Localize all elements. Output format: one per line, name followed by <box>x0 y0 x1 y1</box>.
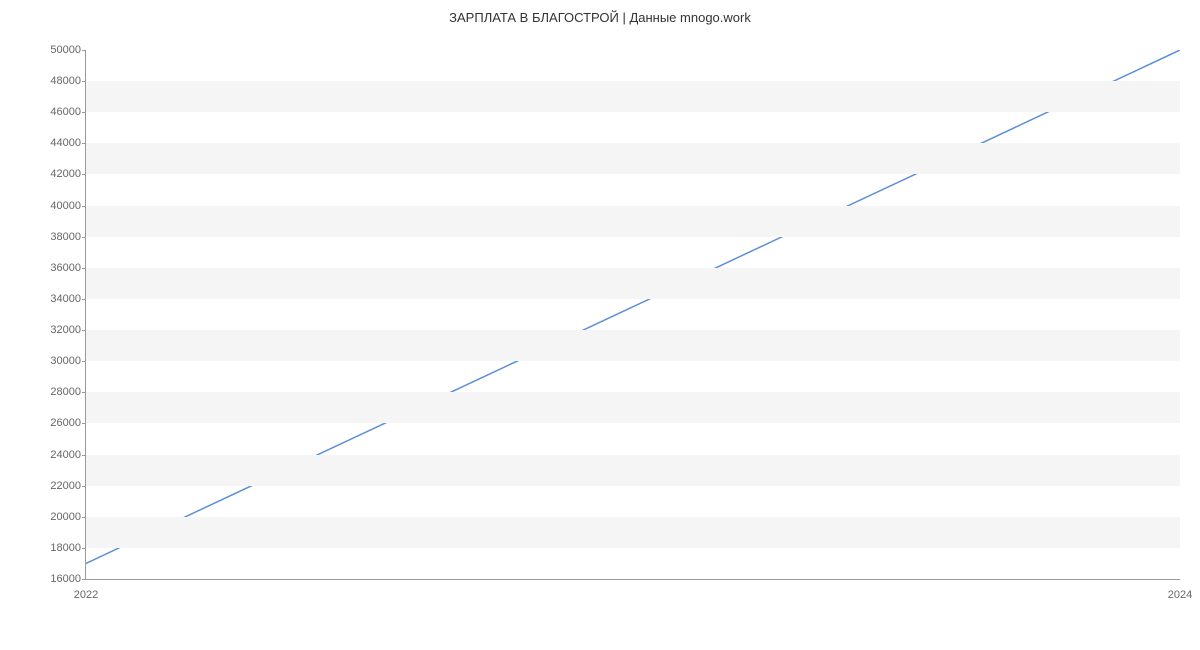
ytick-mark <box>82 517 86 518</box>
chart-title: ЗАРПЛАТА В БЛАГОСТРОЙ | Данные mnogo.wor… <box>0 10 1200 25</box>
ytick-label: 42000 <box>36 168 81 180</box>
ytick-mark <box>82 206 86 207</box>
data-line-svg <box>86 50 1180 579</box>
ytick-mark <box>82 112 86 113</box>
data-line <box>86 50 1180 563</box>
ytick-mark <box>82 361 86 362</box>
ytick-label: 24000 <box>36 449 81 461</box>
ytick-label: 46000 <box>36 106 81 118</box>
grid-band <box>86 517 1180 548</box>
ytick-label: 26000 <box>36 417 81 429</box>
ytick-label: 18000 <box>36 542 81 554</box>
chart-container: 1600018000200002200024000260002800030000… <box>85 35 1180 595</box>
ytick-label: 44000 <box>36 137 81 149</box>
grid-band <box>86 206 1180 237</box>
plot-area: 1600018000200002200024000260002800030000… <box>85 50 1180 580</box>
ytick-mark <box>82 299 86 300</box>
ytick-label: 22000 <box>36 480 81 492</box>
ytick-mark <box>82 423 86 424</box>
grid-band <box>86 330 1180 361</box>
ytick-mark <box>82 50 86 51</box>
ytick-label: 20000 <box>36 511 81 523</box>
grid-band <box>86 455 1180 486</box>
ytick-mark <box>82 486 86 487</box>
xtick-label: 2022 <box>74 589 98 601</box>
ytick-mark <box>82 579 86 580</box>
ytick-mark <box>82 268 86 269</box>
ytick-label: 36000 <box>36 262 81 274</box>
ytick-label: 50000 <box>36 44 81 56</box>
xtick-label: 2024 <box>1168 589 1192 601</box>
grid-band <box>86 143 1180 174</box>
grid-band <box>86 392 1180 423</box>
grid-band <box>86 81 1180 112</box>
ytick-mark <box>82 237 86 238</box>
ytick-label: 32000 <box>36 324 81 336</box>
ytick-mark <box>82 143 86 144</box>
ytick-label: 30000 <box>36 355 81 367</box>
ytick-mark <box>82 174 86 175</box>
ytick-label: 38000 <box>36 231 81 243</box>
grid-band <box>86 268 1180 299</box>
ytick-mark <box>82 455 86 456</box>
ytick-mark <box>82 548 86 549</box>
ytick-mark <box>82 81 86 82</box>
ytick-label: 34000 <box>36 293 81 305</box>
ytick-label: 40000 <box>36 200 81 212</box>
ytick-label: 16000 <box>36 573 81 585</box>
ytick-mark <box>82 392 86 393</box>
ytick-label: 48000 <box>36 75 81 87</box>
ytick-mark <box>82 330 86 331</box>
ytick-label: 28000 <box>36 386 81 398</box>
